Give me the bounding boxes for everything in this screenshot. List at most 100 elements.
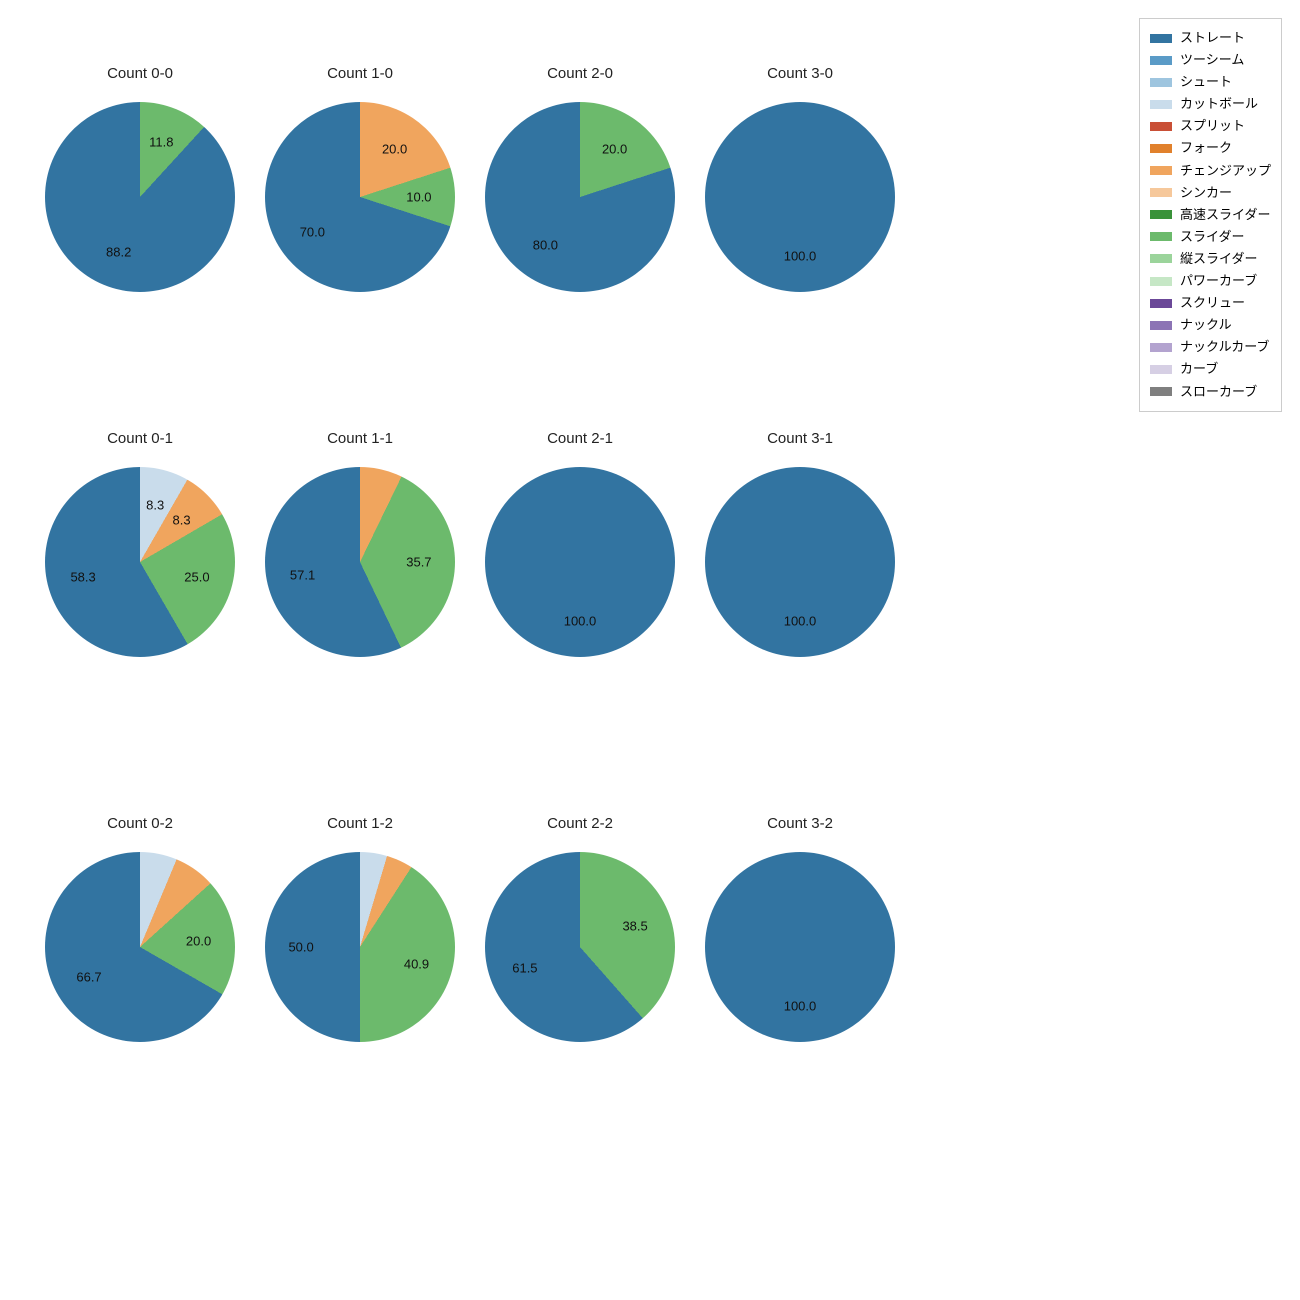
pie-body: 100.0 xyxy=(705,102,895,292)
pie-slice-label: 20.0 xyxy=(602,142,627,157)
legend-row: フォーク xyxy=(1150,137,1271,159)
legend-row: 縦スライダー xyxy=(1150,248,1271,270)
legend-swatch xyxy=(1150,387,1172,396)
legend-swatch xyxy=(1150,56,1172,65)
pie-slice-label: 20.0 xyxy=(382,142,407,157)
pie-slice-label: 50.0 xyxy=(288,940,313,955)
legend-label: フォーク xyxy=(1180,137,1232,159)
legend-swatch xyxy=(1150,254,1172,263)
legend-swatch xyxy=(1150,232,1172,241)
legend-swatch xyxy=(1150,188,1172,197)
legend-swatch xyxy=(1150,365,1172,374)
legend-label: シュート xyxy=(1180,71,1232,93)
pie-slice-label: 70.0 xyxy=(300,224,325,239)
pie-chart: Count 2-0 80.0 20.0 xyxy=(485,65,675,292)
legend-swatch xyxy=(1150,34,1172,43)
legend-swatch xyxy=(1150,277,1172,286)
pie-slice-label: 66.7 xyxy=(76,969,101,984)
pie-body: 100.0 xyxy=(485,467,675,657)
legend-label: カットボール xyxy=(1180,93,1258,115)
pie-body: 58.3 25.0 8.3 8.3 xyxy=(45,467,235,657)
pie-slice-label: 100.0 xyxy=(784,613,817,628)
pie-slice-label: 100.0 xyxy=(564,613,597,628)
legend-swatch xyxy=(1150,210,1172,219)
pie-slice-label: 20.0 xyxy=(186,933,211,948)
legend-swatch xyxy=(1150,100,1172,109)
legend-row: ツーシーム xyxy=(1150,49,1271,71)
pie-title: Count 0-0 xyxy=(45,65,235,82)
pie-slice-label: 61.5 xyxy=(512,960,537,975)
pie-slice-label: 25.0 xyxy=(184,570,209,585)
pie-title: Count 3-1 xyxy=(705,430,895,447)
pie-body: 50.040.9 xyxy=(265,852,455,1042)
legend-label: スローカーブ xyxy=(1180,381,1257,403)
pie-title: Count 1-2 xyxy=(265,815,455,832)
pie-slice-label: 8.3 xyxy=(173,513,191,528)
legend-label: ツーシーム xyxy=(1180,49,1244,71)
pie-chart: Count 3-2 100.0 xyxy=(705,815,895,1042)
legend-row: チェンジアップ xyxy=(1150,160,1271,182)
pie-chart: Count 0-0 88.2 11.8 xyxy=(45,65,235,292)
legend-row: パワーカーブ xyxy=(1150,270,1271,292)
legend-swatch xyxy=(1150,343,1172,352)
legend-label: チェンジアップ xyxy=(1180,160,1271,182)
legend-swatch xyxy=(1150,144,1172,153)
legend-row: スライダー xyxy=(1150,226,1271,248)
legend-swatch xyxy=(1150,299,1172,308)
legend-swatch xyxy=(1150,78,1172,87)
legend-swatch xyxy=(1150,166,1172,175)
pie-chart: Count 3-1 100.0 xyxy=(705,430,895,657)
pie-title: Count 1-1 xyxy=(265,430,455,447)
pie-slice-label: 88.2 xyxy=(106,244,131,259)
pie-chart: Count 0-1 58.3 25.0 8.3 8.3 xyxy=(45,430,235,657)
legend-row: カーブ xyxy=(1150,358,1271,380)
pie-slice-label: 38.5 xyxy=(622,919,647,934)
pie-body: 100.0 xyxy=(705,467,895,657)
pie-body: 100.0 xyxy=(705,852,895,1042)
pie-slice-label: 10.0 xyxy=(406,190,431,205)
pie-slice-label: 80.0 xyxy=(533,237,558,252)
pie-slice-label: 8.3 xyxy=(146,498,164,513)
legend-row: カットボール xyxy=(1150,93,1271,115)
pie-chart: Count 3-0 100.0 xyxy=(705,65,895,292)
legend-label: 高速スライダー xyxy=(1180,204,1270,226)
legend-label: スクリュー xyxy=(1180,292,1245,314)
legend-row: ナックル xyxy=(1150,314,1271,336)
legend-swatch xyxy=(1150,321,1172,330)
legend-label: ナックル xyxy=(1180,314,1232,336)
pie-body: 70.0 10.0 20.0 xyxy=(265,102,455,292)
legend-label: カーブ xyxy=(1180,358,1218,380)
legend-row: シンカー xyxy=(1150,182,1271,204)
pie-body: 57.1 35.7 xyxy=(265,467,455,657)
pie-body: 66.7 20.0 xyxy=(45,852,235,1042)
legend-label: スプリット xyxy=(1180,115,1245,137)
pie-slice-label: 11.8 xyxy=(149,135,173,150)
pie-title: Count 1-0 xyxy=(265,65,455,82)
pie-title: Count 2-2 xyxy=(485,815,675,832)
legend-row: スクリュー xyxy=(1150,292,1271,314)
pie-title: Count 0-1 xyxy=(45,430,235,447)
pie-title: Count 3-0 xyxy=(705,65,895,82)
pie-chart: Count 2-1 100.0 xyxy=(485,430,675,657)
pie-title: Count 0-2 xyxy=(45,815,235,832)
pie-slice-label: 100.0 xyxy=(784,248,817,263)
pie-title: Count 3-2 xyxy=(705,815,895,832)
legend-row: シュート xyxy=(1150,71,1271,93)
pie-chart: Count 1-0 70.0 10.0 20.0 xyxy=(265,65,455,292)
legend-label: シンカー xyxy=(1180,182,1232,204)
pie-chart: Count 1-2 50.040.9 xyxy=(265,815,455,1042)
pie-title: Count 2-0 xyxy=(485,65,675,82)
legend-label: スライダー xyxy=(1180,226,1244,248)
legend-label: ナックルカーブ xyxy=(1180,336,1269,358)
pie-body: 80.0 20.0 xyxy=(485,102,675,292)
pie-slice-label: 57.1 xyxy=(290,568,315,583)
pie-slice-label: 35.7 xyxy=(406,555,431,570)
legend-swatch xyxy=(1150,122,1172,131)
legend-row: スプリット xyxy=(1150,115,1271,137)
pie-chart: Count 1-1 57.1 35.7 xyxy=(265,430,455,657)
pie-title: Count 2-1 xyxy=(485,430,675,447)
legend-label: ストレート xyxy=(1180,27,1245,49)
pie-slice-label: 58.3 xyxy=(70,570,95,585)
legend-label: 縦スライダー xyxy=(1180,248,1257,270)
chart-canvas: ストレートツーシームシュートカットボールスプリットフォークチェンジアップシンカー… xyxy=(0,0,1300,1300)
